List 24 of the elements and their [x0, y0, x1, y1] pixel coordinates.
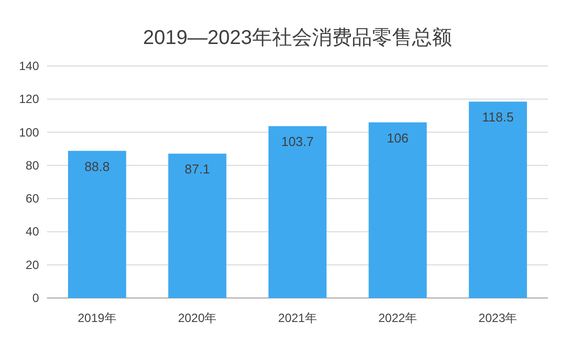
data-label: 87.1: [184, 162, 210, 177]
y-tick-label: 20: [26, 258, 40, 272]
y-tick-label: 100: [18, 125, 40, 140]
bar: [268, 126, 327, 298]
y-tick-label: 140: [18, 59, 40, 73]
bar: [168, 154, 226, 298]
bar: [468, 102, 527, 298]
x-tick-label: 2020年: [178, 311, 217, 325]
bar: [368, 122, 427, 298]
chart-title: 2019—2023年社会消费品零售总额: [143, 27, 452, 49]
y-tick-label: 60: [26, 192, 40, 206]
data-label: 88.8: [84, 158, 110, 174]
bar: [68, 150, 126, 298]
x-tick-label: 2019年: [78, 311, 116, 325]
x-tick-label: 2023年: [478, 311, 518, 325]
x-tick-label: 2022年: [378, 311, 418, 325]
data-label: 103.7: [281, 134, 314, 150]
y-tick-label: 40: [26, 224, 40, 239]
data-label: 118.5: [482, 110, 514, 125]
y-tick-label: 0: [32, 291, 40, 305]
data-label: 106: [386, 130, 409, 146]
y-tick-label: 120: [18, 92, 40, 106]
x-tick-label: 2021年: [278, 311, 317, 325]
y-tick-label: 80: [26, 158, 40, 172]
